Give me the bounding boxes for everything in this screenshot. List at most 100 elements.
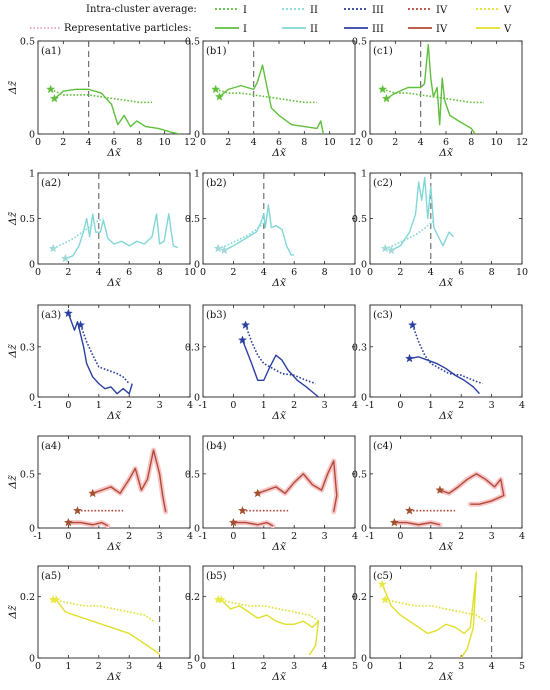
x-tick-label-a1: 6 [111, 137, 117, 148]
x-tick-label-b5: 3 [291, 661, 297, 672]
x-axis-label-c5: Δx̃ [438, 671, 453, 683]
x-tick-label-a4: 4 [187, 531, 193, 542]
x-tick-label-a2: 2 [65, 267, 71, 278]
start-star-a2-1 [60, 253, 70, 263]
y-tick-label-b2: 0.5 [185, 214, 200, 225]
x-tick-label-c4: 2 [458, 531, 464, 542]
x-tick-label-b4: 3 [322, 531, 328, 542]
axes-box-a3 [37, 304, 191, 398]
y-tick-label-b2: 1 [194, 169, 200, 180]
x-tick-label-b1: 0 [200, 137, 206, 148]
start-star-c5-0 [380, 594, 390, 604]
x-tick-label-b2: 4 [261, 267, 267, 278]
x-tick-label-c1: 8 [468, 137, 474, 148]
x-tick-label-c5: 2 [428, 661, 434, 672]
series-solid-b2-1 [223, 204, 295, 256]
start-star-a4-0 [72, 505, 83, 515]
y-tick-label-b4: 0 [194, 524, 200, 535]
x-tick-label-b5: 5 [352, 661, 358, 672]
series-group-b5 [218, 598, 320, 656]
x-tick-label-c1: 10 [491, 137, 503, 148]
x-tick-label-b4: 4 [352, 531, 358, 542]
y-tick-label-b3: 0.3 [185, 342, 200, 353]
start-star-c3-0 [408, 320, 418, 329]
y-tick-label-b1: 0.5 [185, 37, 200, 48]
panel-c4: -1 0 1 2 3 400.5Δx̃(c4) [352, 435, 525, 553]
x-tick-label-a2: 8 [157, 267, 163, 278]
x-tick-label-b5: 4 [322, 661, 328, 672]
x-tick-label-b1: 10 [324, 137, 336, 148]
x-tick-label-b4: 0 [230, 531, 236, 542]
series-dotted-a3-0 [79, 324, 130, 385]
series-group-b3 [241, 324, 319, 397]
series-dotted-a2-0 [52, 217, 104, 250]
x-tick-label-c4: 3 [489, 531, 495, 542]
x-axis-label-b4: Δx̃ [271, 541, 286, 553]
y-tick-label-c4: 0.5 [352, 469, 367, 480]
y-axis-label-a2: Δz̃ [7, 211, 19, 226]
x-tick-label-c1: 2 [392, 137, 398, 148]
series-solid-c2-1 [390, 176, 455, 251]
start-star-a1-1 [49, 93, 60, 103]
x-tick-label-b1: 12 [349, 137, 361, 148]
start-star-c4-0 [404, 505, 415, 515]
x-tick-label-c5: 3 [458, 661, 464, 672]
axes-box-c3 [369, 304, 523, 398]
axes-box-b5 [202, 565, 356, 659]
y-tick-label-a1: 0 [29, 130, 35, 141]
x-tick-label-c2: 10 [516, 267, 528, 278]
y-tick-label-c2: 1 [361, 169, 367, 180]
x-tick-label-a5: 5 [187, 661, 193, 672]
x-tick-label-b2: 0 [200, 267, 206, 278]
series-group-c3 [409, 324, 483, 395]
series-group-a5 [53, 598, 161, 656]
start-star-c1-0 [378, 84, 388, 94]
x-tick-label-b2: 10 [349, 267, 361, 278]
series-solid-a4-2 [68, 521, 109, 527]
start-star-b4-1 [253, 488, 263, 498]
x-tick-label-c1: 6 [443, 137, 449, 148]
series-solid-a4-1 [92, 449, 167, 512]
series-solid-c4-2 [394, 521, 441, 526]
start-star-a4-1 [88, 488, 98, 498]
legend-avg-text-V: V [503, 5, 512, 16]
y-tick-label-a1: 0.5 [20, 37, 35, 48]
series-solid-b4-1 [257, 460, 338, 512]
panel-label-a4: (a4) [41, 441, 61, 452]
y-tick-label-b5: 0 [194, 654, 200, 665]
series-solid-c1-1 [386, 44, 476, 134]
legend-rep-text-I: I [243, 24, 247, 35]
panel-b5: 0 1 2 3 4 500.2Δx̃(b5) [185, 565, 358, 683]
panel-label-c5: (c5) [373, 571, 393, 582]
axes-box-b4 [202, 435, 356, 529]
axes-box-c4 [369, 435, 523, 529]
y-tick-label-a2: 1 [29, 169, 35, 180]
start-star-b5-1 [216, 594, 226, 604]
y-tick-label-a3: 0 [29, 393, 35, 404]
x-axis-label-a2: Δx̃ [106, 277, 121, 289]
x-tick-label-c1: 12 [516, 137, 528, 148]
panel-label-b5: (b5) [206, 571, 227, 582]
y-tick-label-b4: 0.5 [185, 469, 200, 480]
x-tick-label-a3: 2 [126, 400, 132, 411]
x-tick-label-c4: -1 [365, 531, 374, 542]
panel-c5: 0 1 2 3 4 500.2Δx̃(c5) [352, 565, 525, 683]
y-tick-label-c1: 0 [361, 130, 367, 141]
series-solid-b5-1 [220, 599, 320, 656]
legend-rep-text-II: II [310, 24, 318, 35]
series-dotted-a5-0 [53, 598, 154, 622]
x-tick-label-b1: 8 [301, 137, 307, 148]
legend-avg-text-III: III [372, 5, 384, 16]
x-tick-label-c5: 0 [367, 661, 373, 672]
x-axis-label-a3: Δx̃ [106, 410, 121, 422]
start-star-a3-0 [63, 308, 73, 318]
start-star-b4-0 [237, 505, 248, 515]
axes-box-c5 [369, 565, 523, 659]
panel-a4: -1 0 1 2 3 400.5Δx̃Δz̃(a4) [7, 435, 193, 553]
x-tick-label-a3: 0 [65, 400, 71, 411]
x-axis-label-c2: Δx̃ [438, 277, 453, 289]
